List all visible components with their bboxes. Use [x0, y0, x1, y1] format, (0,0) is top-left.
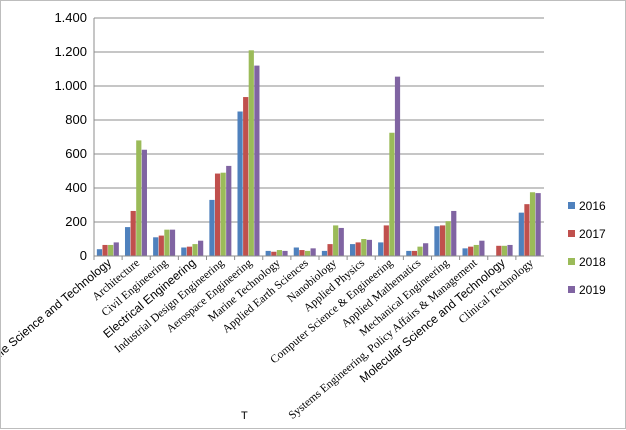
legend-swatch [568, 202, 575, 209]
bar [136, 140, 142, 256]
bar [462, 248, 468, 256]
bar [445, 221, 451, 256]
bar [153, 237, 159, 256]
bar [434, 226, 440, 256]
bar [468, 246, 474, 256]
bar [141, 149, 147, 256]
bar [198, 240, 204, 256]
y-tick-label: 1.000 [54, 78, 87, 93]
bar [96, 249, 103, 256]
bar [394, 76, 401, 257]
bar [108, 244, 114, 256]
bar [265, 250, 271, 256]
legend-swatch [568, 258, 575, 265]
bar [192, 244, 198, 256]
bar [496, 245, 502, 256]
bar [366, 239, 372, 256]
bar [282, 250, 288, 256]
bar [389, 132, 395, 256]
bar [383, 225, 389, 256]
bar [124, 227, 131, 256]
legend: 2016 2017 2018 2019 [568, 199, 606, 297]
bars [96, 50, 541, 257]
bar [535, 193, 541, 256]
bar [310, 248, 316, 256]
bar [349, 244, 356, 256]
x-tick-label: Life Science and Technology [1, 256, 114, 365]
bar [378, 242, 384, 256]
bar [327, 244, 333, 256]
bar [479, 240, 485, 256]
legend-label: 2019 [579, 283, 606, 297]
bar [423, 243, 429, 256]
legend-label: 2017 [579, 227, 606, 241]
bar [226, 165, 232, 256]
bar [501, 245, 508, 256]
bar [321, 250, 328, 256]
bar [209, 199, 215, 256]
bar [237, 111, 243, 256]
bar [293, 247, 299, 256]
bar [524, 204, 530, 256]
bar [361, 239, 367, 256]
y-tick-label: 1.400 [54, 10, 87, 25]
bar [220, 172, 226, 256]
y-tick-label: 800 [65, 112, 87, 127]
axes [93, 18, 544, 260]
bar [271, 251, 277, 256]
bar [158, 235, 164, 256]
y-tick-label: 600 [65, 146, 87, 161]
bar [304, 250, 311, 256]
bar [473, 244, 479, 256]
bar [254, 65, 260, 256]
legend-swatch [568, 230, 575, 237]
bar [169, 229, 176, 256]
y-tick-labels: 0 200 400 600 800 1.000 1.200 1.400 [54, 10, 87, 263]
bar [299, 250, 305, 256]
legend-label: 2018 [579, 255, 606, 269]
y-tick-label: 200 [65, 214, 87, 229]
bar [338, 227, 344, 256]
bar [518, 212, 524, 256]
bar [451, 210, 457, 256]
bar [214, 173, 221, 256]
bar [333, 225, 339, 256]
stray-label: T [241, 410, 248, 422]
bar [248, 50, 254, 256]
bar [276, 250, 283, 256]
bar [164, 229, 170, 256]
bar [406, 250, 412, 256]
bar [529, 192, 536, 256]
bar [411, 250, 418, 256]
bar [102, 244, 108, 256]
legend-label: 2016 [579, 199, 606, 213]
bar [186, 246, 193, 256]
y-tick-label: 1.200 [54, 44, 87, 59]
bar [130, 210, 136, 256]
y-tick-label: 400 [65, 180, 87, 195]
bar [417, 246, 423, 256]
bar [507, 244, 513, 256]
bar [243, 97, 249, 256]
bar [113, 242, 119, 256]
x-tick-labels: Life Science and TechnologyArchitectureC… [1, 256, 536, 422]
y-tick-label: 0 [80, 248, 87, 263]
gridlines [94, 17, 544, 223]
bar [355, 242, 361, 256]
legend-swatch [568, 286, 575, 293]
bar [439, 225, 446, 256]
bar [181, 247, 187, 256]
